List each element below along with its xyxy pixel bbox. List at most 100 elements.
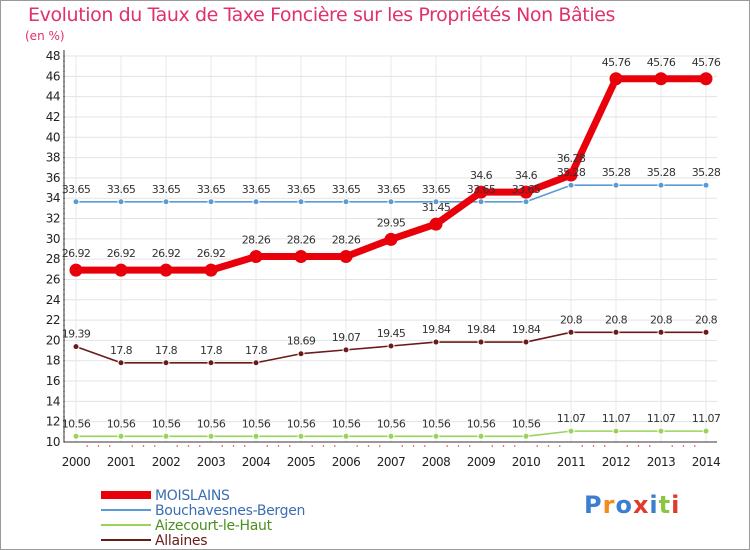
x-minor-tick: [536, 445, 539, 447]
data-label: 19.84: [467, 323, 496, 336]
series-point: [432, 338, 440, 346]
series-point: [567, 181, 575, 189]
y-tick-label: 20: [46, 333, 60, 347]
data-label: 11.07: [602, 412, 631, 425]
series-point: [657, 328, 665, 336]
data-label: 33.65: [107, 183, 136, 196]
x-minor-tick: [513, 445, 516, 447]
series-point: [387, 432, 395, 440]
data-label: 20.8: [650, 313, 673, 326]
y-tick-label: 34: [46, 191, 60, 205]
x-minor-tick: [97, 445, 100, 447]
x-minor-tick: [367, 445, 370, 447]
x-minor-tick: [637, 445, 640, 447]
x-minor-tick: [412, 445, 415, 447]
data-label: 28.26: [287, 234, 316, 247]
y-tick-label: 38: [46, 151, 60, 165]
logo-letter: i: [649, 491, 659, 519]
series-point: [567, 328, 575, 336]
data-label: 33.65: [197, 183, 226, 196]
series-point: [432, 432, 440, 440]
series-point: [612, 328, 620, 336]
data-label: 45.76: [647, 56, 676, 69]
x-minor-tick: [243, 445, 246, 447]
series-point: [72, 198, 80, 206]
data-label: 17.8: [110, 344, 133, 357]
data-label: 18.69: [287, 335, 316, 348]
x-tick-label: 2002: [152, 455, 181, 469]
x-minor-tick: [547, 445, 550, 447]
x-tick-label: 2007: [377, 455, 406, 469]
data-label: 33.65: [512, 183, 541, 196]
x-tick-label: 2006: [332, 455, 361, 469]
series-point: [387, 342, 395, 350]
data-label: 33.65: [332, 183, 361, 196]
x-minor-tick: [221, 445, 224, 447]
data-label: 33.65: [287, 183, 316, 196]
x-minor-tick: [682, 445, 685, 447]
x-minor-tick: [648, 445, 651, 447]
x-minor-tick: [311, 445, 314, 447]
x-tick-label: 2000: [62, 455, 91, 469]
series-point: [522, 338, 530, 346]
x-minor-tick: [266, 445, 269, 447]
logo-letter: r: [602, 491, 616, 519]
data-label: 35.28: [557, 166, 586, 179]
y-tick-label: 28: [46, 252, 60, 266]
data-label: 10.56: [467, 417, 496, 430]
series-point: [519, 185, 533, 199]
series-point: [297, 350, 305, 358]
logo-letter: o: [615, 491, 633, 519]
data-label: 35.28: [692, 166, 721, 179]
data-label: 19.07: [332, 331, 361, 344]
logo-letter: P: [584, 491, 603, 519]
x-minor-tick: [581, 445, 584, 447]
data-label: 10.56: [197, 417, 226, 430]
x-minor-tick: [288, 445, 291, 447]
y-tick-label: 42: [46, 110, 60, 124]
x-minor-tick: [401, 445, 404, 447]
series-point: [207, 198, 215, 206]
data-label: 33.65: [62, 183, 91, 196]
x-minor-tick: [322, 445, 325, 447]
series-point: [567, 427, 575, 435]
y-tick-label: 16: [46, 374, 60, 388]
series-point: [609, 72, 623, 86]
logo-letter: x: [632, 491, 650, 519]
series-point: [477, 198, 485, 206]
x-tick-label: 2008: [422, 455, 451, 469]
x-minor-tick: [131, 445, 134, 447]
data-label: 10.56: [152, 417, 181, 430]
legend-label-2: Aizecourt-le-Haut: [155, 518, 273, 534]
data-label: 36.28: [557, 152, 586, 165]
series-point: [162, 198, 170, 206]
series-point: [117, 432, 125, 440]
data-label: 35.28: [602, 166, 631, 179]
series-point: [72, 432, 80, 440]
series-point: [702, 427, 710, 435]
series-point: [474, 185, 488, 199]
y-tick-label: 36: [46, 171, 60, 185]
data-label: 31.45: [422, 201, 451, 214]
data-label: 17.8: [155, 344, 178, 357]
data-label: 29.95: [377, 216, 406, 229]
series-point: [117, 359, 125, 367]
x-minor-tick: [457, 445, 460, 447]
x-minor-tick: [603, 445, 606, 447]
series-point: [339, 250, 353, 264]
x-tick-label: 2012: [602, 455, 631, 469]
series-point: [522, 432, 530, 440]
series-point: [297, 198, 305, 206]
y-tick-label: 18: [46, 354, 60, 368]
series-point: [162, 359, 170, 367]
logo-letter: t: [658, 491, 672, 519]
x-tick-label: 2013: [647, 455, 676, 469]
data-label: 34.6: [470, 169, 493, 182]
data-label: 19.84: [512, 323, 541, 336]
data-label: 45.76: [602, 56, 631, 69]
y-tick-label: 14: [46, 394, 60, 408]
x-tick-label: 2010: [512, 455, 541, 469]
series-point: [477, 338, 485, 346]
x-minor-tick: [592, 445, 595, 447]
